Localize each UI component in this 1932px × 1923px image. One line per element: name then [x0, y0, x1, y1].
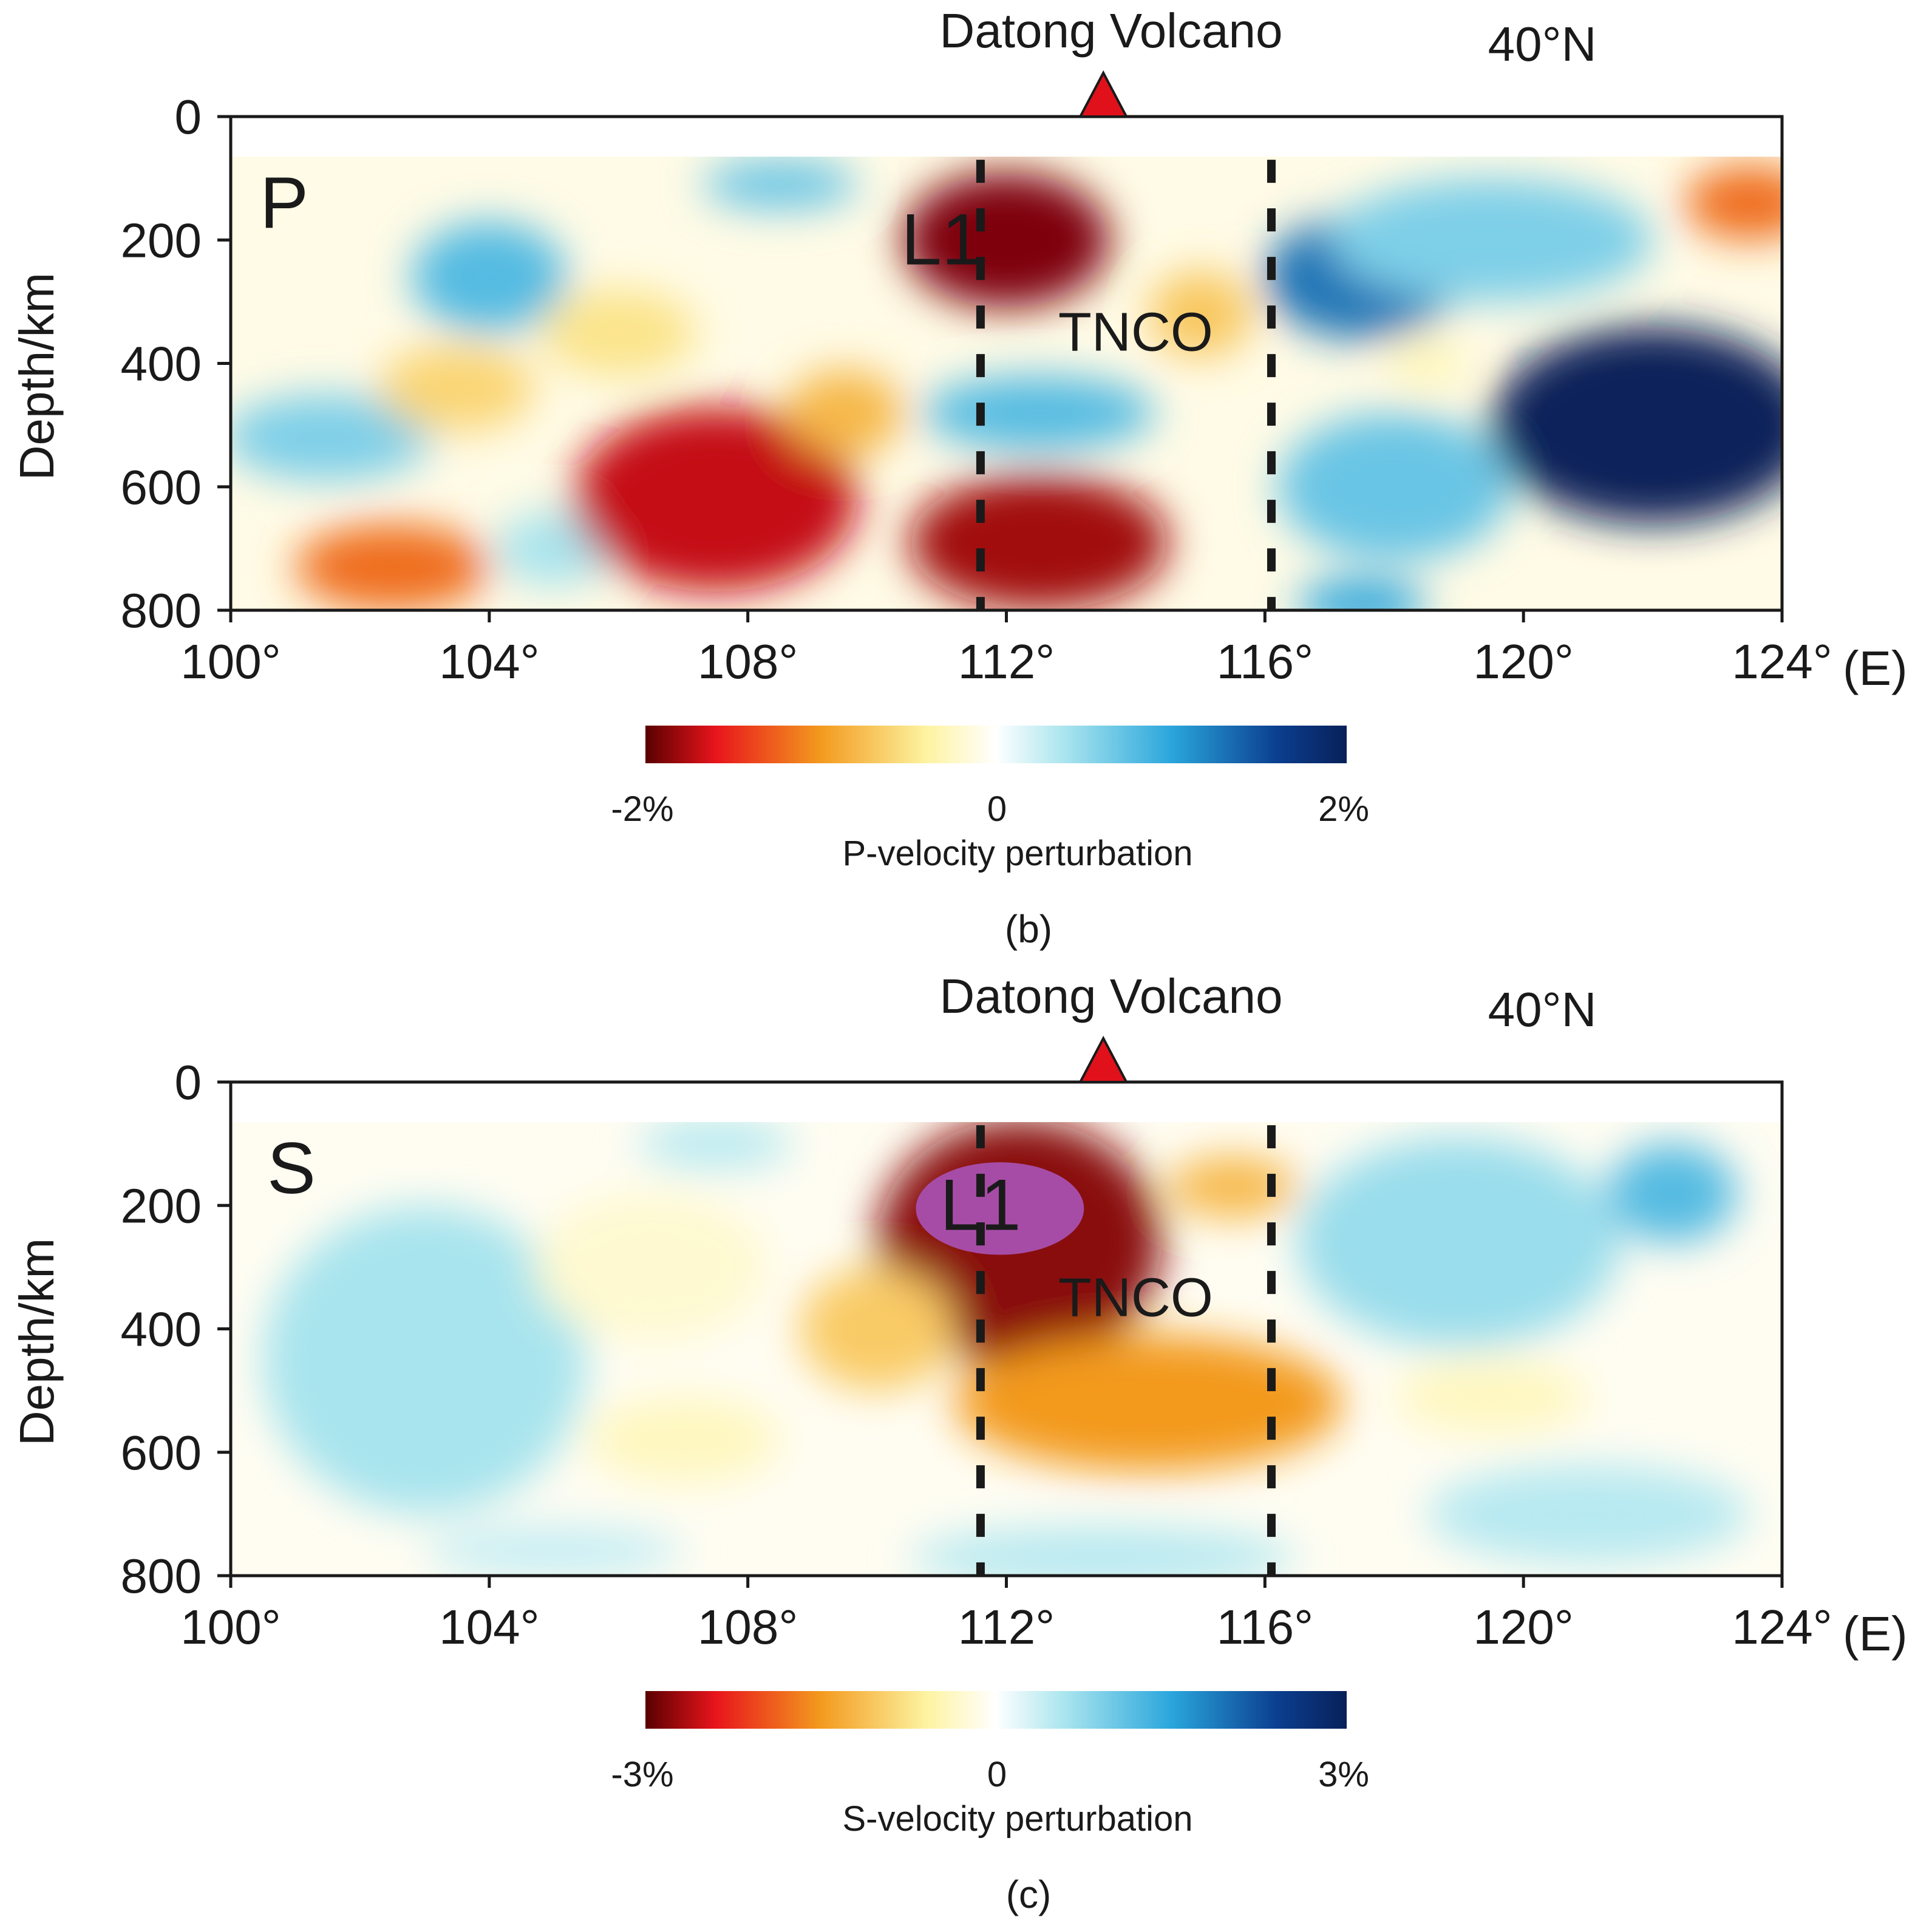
s-colorbar-max: 3% [1318, 1755, 1369, 1794]
p-y-tick-label-2: 400 [121, 337, 202, 391]
s-anomaly-10 [424, 1526, 684, 1576]
p-anomaly-0 [903, 172, 1110, 308]
p-y-tick-label-1: 200 [121, 213, 202, 267]
s-y-tick-label-1: 200 [121, 1179, 202, 1233]
p-x-tick-label-1: 104° [439, 635, 539, 689]
s-anomaly-2 [1168, 1156, 1298, 1218]
p-latitude-label: 40°N [1488, 17, 1597, 71]
s-y-tick-label-3: 600 [121, 1426, 202, 1480]
p-colorbar-mid: 0 [987, 789, 1007, 829]
p-heatmap [231, 157, 1782, 610]
p-volcano-triangle-icon [1078, 70, 1129, 118]
p-x-tick-label-4: 116° [1217, 635, 1314, 689]
p-anomaly-12 [541, 289, 696, 376]
s-anomaly-3 [799, 1267, 955, 1391]
p-anomaly-5 [231, 394, 431, 481]
p-y-tick-label-0: 0 [175, 90, 202, 144]
s-x-axis-label: (E) [1843, 1607, 1908, 1661]
s-anomaly-1 [954, 1335, 1343, 1471]
p-volcano-marker [1078, 70, 1129, 118]
s-y-tick-label-0: 0 [175, 1055, 202, 1109]
s-anomaly-8 [1426, 1465, 1750, 1564]
s-annotation-l1: L1 [940, 1164, 1021, 1245]
p-colorbar-title: P-velocity perturbation [842, 834, 1192, 873]
s-x-tick-label-6: 124° [1732, 1600, 1832, 1654]
p-anomaly-13 [1685, 166, 1782, 240]
p-y-tick-label-4: 800 [121, 584, 202, 638]
p-y-tick-label-3: 600 [121, 460, 202, 514]
p-anomaly-15 [1491, 326, 1782, 524]
p-anomaly-9 [909, 474, 1168, 610]
p-volcano-label: Datong Volcano [940, 4, 1283, 58]
s-volcano-triangle-icon [1078, 1035, 1129, 1083]
p-anomaly-2 [412, 221, 567, 333]
p-x-axis-label: (E) [1843, 641, 1908, 695]
p-x-tick-label-2: 108° [698, 635, 798, 689]
s-y-axis-label: Depth/km [10, 1238, 64, 1446]
s-volcano-marker [1078, 1035, 1129, 1083]
s-colorbar [645, 1691, 1347, 1729]
p-anomaly-8 [573, 406, 858, 592]
s-x-tick-label-3: 112° [958, 1600, 1055, 1654]
p-panel-label: P [260, 162, 308, 243]
s-x-tick-label-2: 108° [698, 1600, 798, 1654]
s-x-tick-label-5: 120° [1473, 1600, 1573, 1654]
s-annotations: L1 TNCO [940, 1164, 1213, 1328]
s-colorbar-mid: 0 [987, 1755, 1007, 1794]
p-colorbar-max: 2% [1318, 789, 1369, 829]
s-y-tick-label-4: 800 [121, 1549, 202, 1603]
s-caption: (c) [1006, 1873, 1052, 1916]
s-colorbar-min: -3% [611, 1755, 673, 1794]
p-colorbar-min: -2% [611, 789, 673, 829]
p-anomaly-1 [1148, 271, 1253, 358]
p-x-tick-label-6: 124° [1732, 635, 1832, 689]
s-x-tick-label-1: 104° [439, 1600, 539, 1654]
s-anomaly-5 [638, 1122, 794, 1169]
s-anomaly-11 [586, 1397, 780, 1483]
s-anomaly-6 [1297, 1137, 1621, 1347]
p-anomaly-17 [1277, 412, 1511, 561]
p-colorbar [645, 726, 1347, 763]
s-saturated-patch [916, 1162, 1084, 1255]
p-top-band [231, 117, 1782, 157]
s-anomaly-7 [1607, 1143, 1737, 1243]
s-anomaly-12 [1394, 1360, 1588, 1434]
s-anomaly-4 [263, 1205, 587, 1514]
s-panel-label: S [267, 1128, 316, 1209]
p-annotations: L1 TNCO [901, 199, 1213, 362]
p-anomaly-16 [1329, 178, 1653, 302]
p-anomaly-10 [786, 369, 903, 456]
p-x-tick-label-3: 112° [958, 635, 1055, 689]
s-volcano-label: Datong Volcano [940, 969, 1283, 1023]
p-anomaly-4 [922, 375, 1155, 450]
p-anomalies [231, 160, 1782, 610]
p-anomaly-11 [379, 345, 535, 432]
p-annotation-l1: L1 [901, 199, 982, 280]
s-x-tick-label-0: 100° [180, 1600, 281, 1654]
s-anomaly-13 [534, 1193, 767, 1341]
s-y-tick-label-2: 400 [121, 1302, 202, 1356]
p-x-tick-label-0: 100° [180, 635, 281, 689]
p-y-axis-label: Depth/km [10, 273, 64, 480]
s-latitude-label: 40°N [1488, 982, 1597, 1036]
p-anomaly-18 [1297, 579, 1427, 610]
s-x-tick-label-4: 116° [1217, 1600, 1314, 1654]
s-anomaly-9 [909, 1526, 1298, 1576]
p-anomaly-7 [295, 523, 489, 610]
s-top-band [231, 1082, 1782, 1122]
s-colorbar-title: S-velocity perturbation [842, 1799, 1192, 1839]
p-x-tick-label-5: 120° [1473, 635, 1573, 689]
p-anomaly-19 [1387, 338, 1466, 389]
p-anomaly-3 [702, 160, 858, 209]
s-saturated-region [916, 1162, 1084, 1255]
p-annotation-tnco: TNCO [1058, 302, 1213, 363]
p-caption: (b) [1005, 907, 1052, 951]
s-annotation-tnco: TNCO [1058, 1268, 1213, 1329]
